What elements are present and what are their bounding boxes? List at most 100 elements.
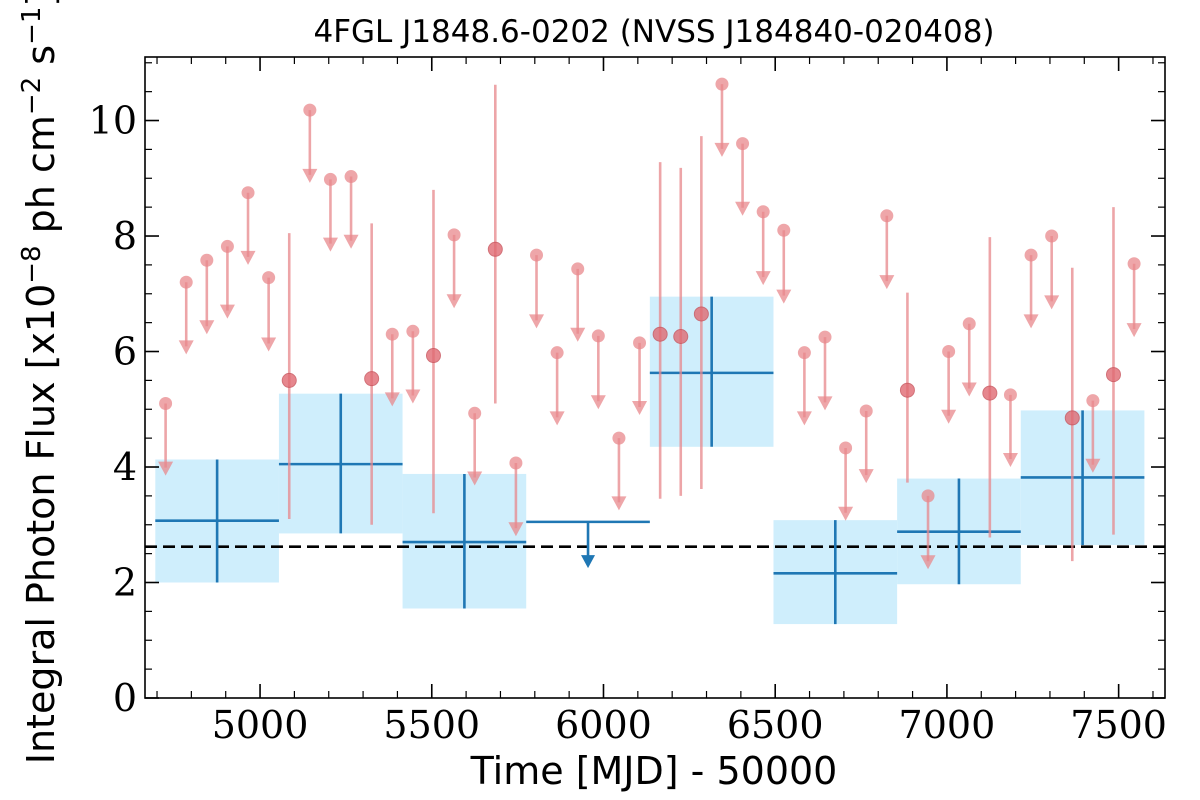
fine-upper-limit-arrow xyxy=(508,522,524,537)
fine-detection-point xyxy=(425,348,441,364)
plot-area xyxy=(145,77,1165,625)
fine-upper-limit-arrow xyxy=(879,275,895,290)
fine-upper-limit-point xyxy=(447,228,461,242)
coarse-upper-limit-arrow xyxy=(581,555,596,569)
fine-detection-point xyxy=(652,326,668,342)
y-axis-label-mid: ph cm xyxy=(19,115,63,245)
fine-upper-limit-arrow xyxy=(405,389,421,404)
fine-upper-limit-point xyxy=(406,324,420,338)
y-axis-label-main: Integral Photon Flux [x10 xyxy=(19,284,63,765)
x-tick-label: 5500 xyxy=(383,703,480,747)
fine-upper-limit-point xyxy=(591,329,605,343)
fine-upper-limit-arrow xyxy=(941,409,957,424)
y-axis-label-exp3: −1 xyxy=(17,7,47,45)
fine-upper-limit-arrow xyxy=(1023,314,1039,329)
fine-upper-limit-point xyxy=(509,456,523,470)
fine-upper-limit-arrow xyxy=(755,271,771,286)
fine-upper-limit-point xyxy=(942,345,956,359)
fine-upper-limit-arrow xyxy=(920,555,936,570)
x-tick-label: 7000 xyxy=(899,703,996,747)
fine-upper-limit-point xyxy=(385,327,399,341)
fine-upper-limit-point xyxy=(859,404,873,418)
fine-upper-limit-point xyxy=(323,172,337,186)
y-axis-label-exp2: −2 xyxy=(17,77,47,115)
fine-detection-point xyxy=(899,382,915,398)
fine-upper-limit-arrow xyxy=(735,201,751,216)
fine-upper-limit-arrow xyxy=(1044,295,1060,310)
fine-upper-limit-arrow xyxy=(343,234,359,249)
y-axis-label-exp1: −8 xyxy=(17,245,47,283)
fine-upper-limit-point xyxy=(921,489,935,503)
y-tick-label: 8 xyxy=(113,214,137,258)
plot-frame xyxy=(144,56,1166,699)
fine-upper-limit-point xyxy=(797,346,811,360)
chart-title: 4FGL J1848.6-0202 (NVSS J184840-020408) xyxy=(313,14,994,50)
y-tick-label: 10 xyxy=(89,99,137,143)
x-tick-label: 6500 xyxy=(727,703,824,747)
fine-upper-limit-point xyxy=(241,186,255,200)
fine-upper-limit-point xyxy=(1024,248,1038,262)
fine-upper-limit-point xyxy=(777,223,791,237)
fine-upper-limit-point xyxy=(715,77,729,91)
fine-upper-limit-point xyxy=(468,406,482,420)
fine-detection-point xyxy=(1064,410,1080,426)
fine-upper-limit-arrow xyxy=(178,340,194,355)
fine-upper-limit-arrow xyxy=(261,337,277,352)
fine-upper-limit-arrow xyxy=(529,314,545,329)
fine-upper-limit-point xyxy=(818,330,832,344)
fine-upper-limit-arrow xyxy=(549,411,565,426)
fine-upper-limit-arrow xyxy=(632,401,648,416)
fine-upper-limit-point xyxy=(200,253,214,267)
fine-upper-limit-arrow xyxy=(446,294,462,309)
fine-detection-point xyxy=(673,328,689,344)
fine-upper-limit-arrow xyxy=(467,471,483,486)
fine-detection-point xyxy=(693,306,709,322)
fine-upper-limit-arrow xyxy=(1126,323,1142,338)
y-tick-label: 0 xyxy=(113,676,137,720)
fine-upper-limit-point xyxy=(262,271,276,285)
fine-upper-limit-arrow xyxy=(1002,453,1018,468)
fine-upper-limit-point xyxy=(756,205,770,219)
fine-upper-limit-arrow xyxy=(776,289,792,304)
fine-detection-point xyxy=(1105,367,1121,383)
fine-upper-limit-arrow xyxy=(199,320,215,335)
fine-upper-limit-point xyxy=(1045,229,1059,243)
fine-upper-limit-arrow xyxy=(219,304,235,319)
x-tick-label: 5000 xyxy=(212,703,309,747)
fine-upper-limit-point xyxy=(1003,388,1017,402)
fine-upper-limit-point xyxy=(1086,394,1100,408)
x-axis-label: Time [MJD] - 50000 xyxy=(470,749,838,793)
fine-upper-limit-arrow xyxy=(1085,458,1101,473)
fine-upper-limit-arrow xyxy=(384,392,400,407)
fine-upper-limit-point xyxy=(571,262,585,276)
fine-detection-point xyxy=(364,371,380,387)
fine-upper-limit-arrow xyxy=(302,168,318,183)
fine-upper-limit-point xyxy=(220,239,234,253)
fine-detection-point xyxy=(982,385,998,401)
fine-upper-limit-point xyxy=(179,275,193,289)
fine-detection-point xyxy=(487,241,503,257)
y-axis-label: Integral Photon Flux [x10−8 ph cm−2 s−1] xyxy=(17,0,63,764)
y-tick-label: 2 xyxy=(113,561,137,605)
fine-upper-limit-point xyxy=(550,346,564,360)
fine-upper-limit-point xyxy=(159,396,173,410)
fine-upper-limit-point xyxy=(962,317,976,331)
fine-upper-limit-arrow xyxy=(611,496,627,511)
fine-detection-point xyxy=(281,372,297,388)
x-tick-label: 7500 xyxy=(1070,703,1167,747)
fine-upper-limit-point xyxy=(736,137,750,151)
fine-upper-limit-point xyxy=(633,336,647,350)
fine-upper-limit-arrow xyxy=(158,461,174,476)
y-axis-label-mid2: s xyxy=(19,45,63,77)
fine-upper-limit-arrow xyxy=(838,506,854,521)
fine-upper-limit-point xyxy=(530,248,544,262)
y-tick-label: 6 xyxy=(113,330,137,374)
fine-upper-limit-arrow xyxy=(570,327,586,342)
fine-upper-limit-point xyxy=(839,441,853,455)
fine-upper-limit-point xyxy=(303,103,317,117)
y-tick-label: 4 xyxy=(113,445,137,489)
fine-upper-limit-arrow xyxy=(817,396,833,411)
x-tick-label: 6000 xyxy=(555,703,652,747)
fine-upper-limit-point xyxy=(880,209,894,223)
